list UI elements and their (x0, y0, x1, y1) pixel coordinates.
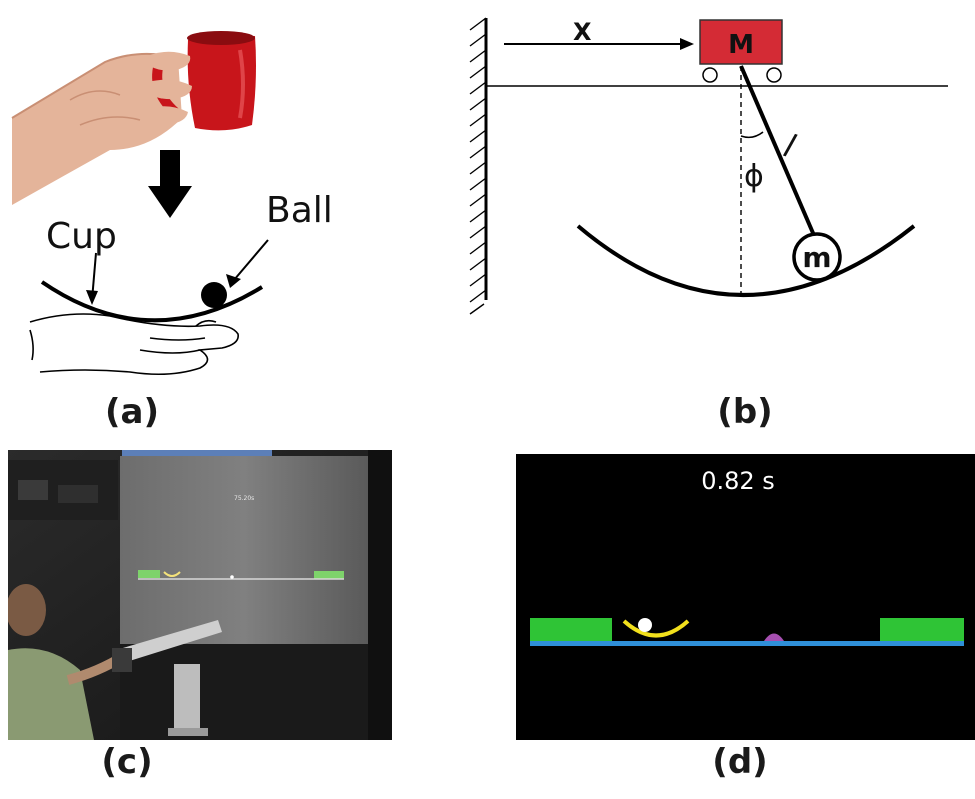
cup-curve (40, 280, 264, 323)
wall-hatching (469, 17, 488, 315)
cup-pointer-arrow (86, 252, 98, 305)
pendulum-rod (739, 65, 818, 241)
caption-b: (b) (717, 392, 773, 432)
cup-ball-illustration: Cup Ball (11, 31, 333, 376)
x-direction-arrow (504, 38, 694, 50)
angle-arc (740, 131, 764, 139)
down-arrow-icon (148, 150, 192, 218)
floor-line (530, 641, 964, 646)
right-platform (880, 618, 964, 642)
open-hand-drawing (29, 313, 239, 376)
cart-block (699, 19, 783, 83)
robotic-manipulandum (112, 620, 222, 736)
left-platform (530, 618, 612, 642)
mass-circle (792, 232, 842, 282)
game-screen: 0.82 s (516, 454, 975, 740)
target-marker (764, 633, 784, 641)
caption-d: (d) (712, 742, 768, 782)
panel-a: Cup Ball (0, 0, 380, 400)
cart-label: M (728, 30, 754, 60)
ball-dot (638, 618, 652, 632)
game-background (516, 454, 975, 740)
cup-arc (622, 619, 690, 638)
angle-label: ϕ (744, 159, 764, 194)
mass-label: m (802, 241, 831, 274)
ball-label: Ball (266, 190, 333, 231)
game-timer: 0.82 s (701, 467, 775, 495)
person-silhouette (6, 584, 127, 740)
panel-c: 75.20s (6, 450, 392, 740)
lab-setup-photo: 75.20s (6, 450, 392, 740)
panel-b: X M ϕ l m (440, 0, 975, 400)
projection-screen (120, 456, 368, 644)
panel-d: 0.82 s (516, 454, 975, 740)
x-label: X (573, 18, 592, 46)
hand-holding-mug-image (11, 31, 256, 205)
caption-a: (a) (104, 392, 160, 432)
ball-pointer-arrow (226, 239, 269, 288)
cup-label: Cup (46, 216, 117, 257)
screen-timer: 75.20s (234, 495, 254, 502)
length-label: l (779, 127, 799, 166)
caption-c: (c) (101, 742, 153, 782)
pendulum-diagram: X M ϕ l m (469, 17, 948, 315)
ball-shape (201, 282, 227, 308)
bowl-curve (576, 224, 916, 297)
